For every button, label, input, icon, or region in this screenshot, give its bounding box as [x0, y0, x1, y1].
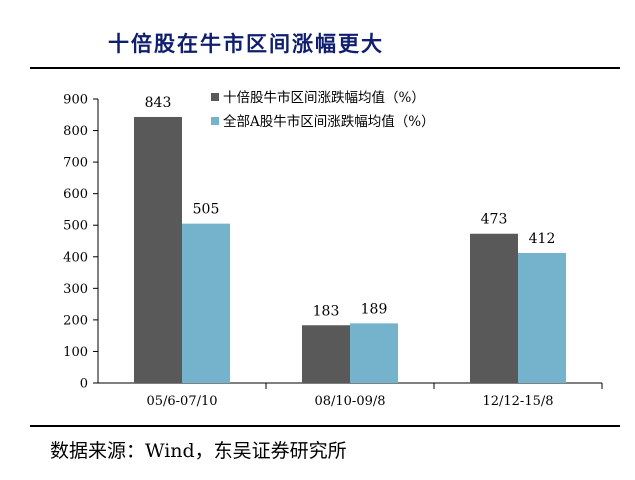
bar — [350, 323, 398, 383]
y-tick-label: 800 — [63, 124, 88, 139]
y-tick-label: 300 — [63, 282, 88, 297]
bar — [470, 233, 518, 383]
chart-title: 十倍股在牛市区间涨幅更大 — [108, 31, 384, 56]
y-tick-label: 900 — [63, 93, 88, 108]
y-tick-label: 500 — [63, 219, 88, 234]
top-divider — [30, 67, 620, 69]
y-tick-label: 700 — [63, 156, 88, 171]
x-tick-label: 08/10-09/8 — [314, 394, 385, 409]
source-note: 数据来源：Wind，东吴证券研究所 — [50, 440, 347, 462]
x-tick-label: 12/12-15/8 — [482, 394, 553, 409]
data-label: 189 — [361, 301, 388, 317]
bottom-divider — [30, 425, 620, 427]
data-label: 412 — [529, 231, 556, 247]
legend-swatch — [211, 117, 219, 125]
legend-label: 全部A股牛市区间涨跌幅均值（%） — [223, 113, 435, 130]
legend: 十倍股牛市区间涨跌幅均值（%） 全部A股牛市区间涨跌幅均值（%） — [211, 89, 435, 130]
x-tick-label: 05/6-07/10 — [146, 394, 217, 409]
data-label: 505 — [193, 202, 220, 218]
bar — [302, 325, 350, 383]
legend-swatch — [211, 93, 219, 101]
bars: 843 505 183 189 473 412 — [134, 95, 566, 383]
data-label: 843 — [145, 95, 172, 111]
bar — [518, 252, 566, 383]
y-tick-label: 100 — [63, 345, 88, 360]
legend-label: 十倍股牛市区间涨跌幅均值（%） — [223, 89, 425, 106]
y-tick-label: 0 — [80, 377, 88, 392]
y-tick-label: 400 — [63, 250, 88, 265]
bar — [182, 223, 230, 383]
data-label: 183 — [313, 303, 340, 319]
y-tick-label: 600 — [63, 187, 88, 202]
bar — [134, 116, 182, 383]
y-tick-label: 200 — [63, 313, 88, 328]
data-label: 473 — [481, 212, 508, 228]
